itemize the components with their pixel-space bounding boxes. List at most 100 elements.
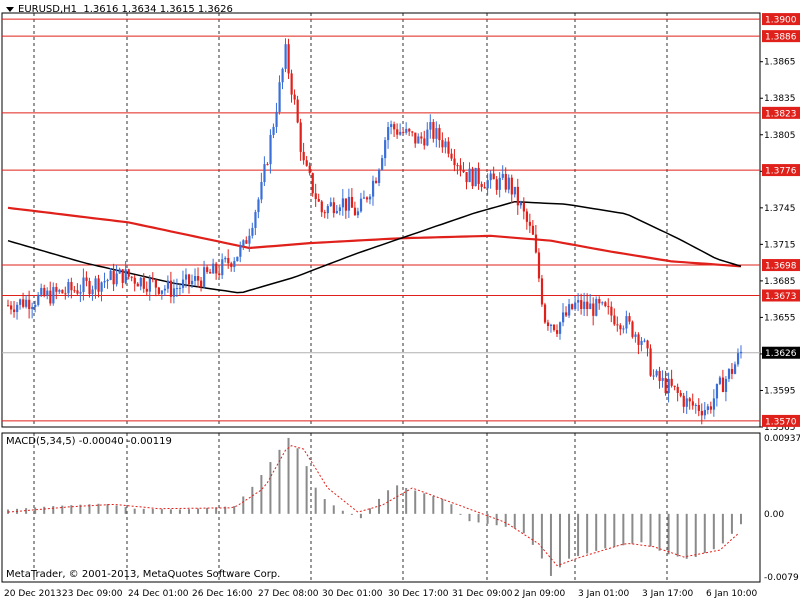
candle-body (501, 173, 504, 178)
moving-average-slow (7, 206, 742, 268)
candle-body (290, 73, 293, 95)
macd-pane-frame (1, 432, 761, 583)
candle-body (82, 277, 85, 293)
macd-bar (504, 513, 507, 527)
candle-body (22, 299, 25, 307)
price-axis-label: 1.3805 (764, 131, 796, 141)
candle-body (399, 131, 402, 135)
candle-body (221, 259, 224, 276)
macd-bar (142, 508, 145, 514)
macd-bar (522, 513, 525, 534)
candle-body (194, 275, 197, 281)
candle-body (269, 134, 272, 165)
candle-body (420, 136, 423, 139)
candle-body (643, 340, 646, 342)
macd-bar (604, 513, 607, 549)
candle-body (537, 252, 541, 279)
candle-body (151, 278, 154, 280)
candle-body (332, 202, 335, 214)
candle-body (682, 395, 685, 407)
macd-bar (169, 509, 172, 514)
candle-body (16, 304, 19, 313)
candle-body (607, 306, 610, 308)
level-price-tag[interactable] (762, 106, 800, 119)
macd-bar (79, 504, 82, 514)
candle-body (408, 128, 411, 132)
candle-body (513, 186, 516, 195)
current-price-tag-text: 1.3626 (765, 349, 797, 359)
time-axis-label: 30 Dec 01:00 (322, 589, 383, 599)
macd-bar (640, 513, 643, 543)
ohlc-values: 1.3616 1.3634 1.3615 1.3626 (83, 4, 233, 15)
price-pane-frame (1, 12, 761, 428)
macd-bar (251, 486, 254, 514)
chevron-down-icon[interactable] (6, 6, 14, 12)
candle-body (438, 128, 441, 141)
candle-body (302, 151, 305, 161)
macd-bar (52, 506, 55, 514)
candle-body (308, 165, 311, 174)
candle-body (263, 164, 266, 183)
candle-body (667, 378, 670, 394)
level-price-tag[interactable] (762, 259, 800, 272)
candle-body (287, 44, 290, 74)
candle-body (79, 292, 82, 294)
macd-bar (260, 475, 263, 514)
level-price-tag[interactable] (762, 13, 800, 26)
candle-body (562, 312, 565, 323)
price-axis-label: 1.3865 (764, 58, 796, 68)
candle-body (390, 124, 393, 128)
candle-body (664, 378, 667, 394)
candle-body (655, 370, 658, 376)
level-price-tag[interactable] (762, 414, 800, 427)
candle-body (504, 173, 507, 190)
candle-body (43, 287, 46, 296)
time-axis-label: 23 Dec 09:00 (62, 589, 123, 599)
macd-bar (97, 503, 100, 514)
candle-body (447, 141, 450, 154)
candle-body (281, 68, 284, 83)
candle-body (34, 304, 37, 307)
macd-bar (314, 487, 317, 514)
macd-bar (70, 505, 73, 514)
candle-body (103, 281, 106, 283)
macd-bar (423, 493, 426, 514)
candle-body (384, 140, 387, 159)
macd-bar (739, 513, 742, 525)
candle-body (414, 132, 417, 144)
candle-body (245, 240, 248, 244)
candle-body (157, 287, 161, 294)
candle-body (730, 369, 734, 374)
candle-body (528, 221, 532, 226)
candle-body (371, 180, 375, 197)
level-price-tag[interactable] (762, 30, 800, 43)
candle-body (498, 177, 501, 190)
level-price-tag-text: 1.3886 (765, 33, 797, 43)
level-price-tag[interactable] (762, 164, 800, 177)
price-axis-label: 1.3835 (764, 94, 796, 104)
candle-body (293, 94, 296, 100)
candle-body (314, 193, 317, 200)
macd-axis-label: -0.0079 (764, 573, 799, 583)
candle-body (64, 293, 67, 295)
candle-body (441, 140, 444, 148)
price-axis-label: 1.3745 (764, 204, 796, 214)
candle-body (468, 168, 471, 183)
level-price-tag-text: 1.3673 (765, 292, 797, 302)
candle-body (525, 211, 529, 222)
candle-body (251, 227, 254, 236)
current-price-tag[interactable] (762, 346, 800, 359)
candle-body (187, 274, 191, 285)
macd-bar (233, 506, 236, 514)
macd-bar (43, 506, 46, 514)
macd-bar (568, 513, 571, 559)
candle-body (356, 211, 360, 216)
candle-body (634, 334, 637, 337)
candle-body (19, 299, 22, 305)
level-price-tag[interactable] (762, 289, 800, 302)
candle-body (320, 201, 323, 213)
candle-body (37, 294, 40, 305)
macd-bar (187, 509, 190, 514)
